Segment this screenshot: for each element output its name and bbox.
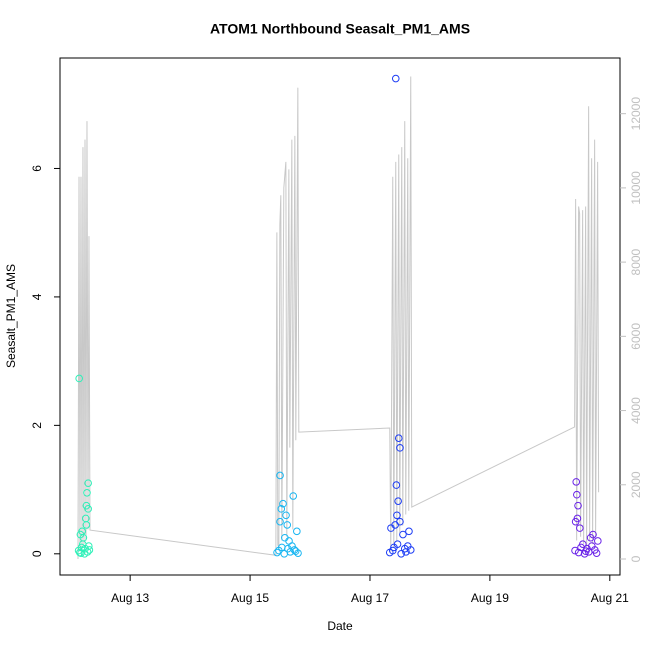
data-point [592, 549, 601, 557]
data-point [391, 74, 400, 83]
y-tick-label: 6 [30, 165, 44, 172]
chart-title: ATOM1 Northbound Seasalt_PM1_AMS [210, 21, 470, 37]
data-point [288, 542, 296, 550]
data-point [571, 546, 579, 555]
x-tick-label: Aug 15 [231, 591, 269, 605]
data-point [576, 524, 584, 532]
data-point [77, 543, 86, 552]
y-tick-label: 0 [30, 550, 44, 557]
data-point [574, 501, 582, 510]
data-point [84, 542, 93, 550]
data-point [571, 517, 580, 526]
data-point [396, 444, 404, 452]
data-point [77, 549, 85, 557]
data-point [273, 548, 281, 557]
data-point [83, 488, 91, 497]
y-tick-label: 4 [30, 293, 44, 300]
data-point [291, 547, 300, 556]
data-point [579, 540, 587, 548]
data-point [387, 524, 395, 532]
x-tick-label: Aug 17 [351, 591, 389, 605]
data-point [388, 546, 397, 555]
data-point [393, 511, 401, 520]
y2-tick-label: 4000 [629, 397, 643, 424]
data-point [582, 547, 590, 556]
data-point [394, 434, 403, 443]
data-point [82, 521, 91, 529]
data-point [293, 527, 301, 536]
data-point [392, 481, 401, 489]
data-point [394, 497, 402, 505]
data-point [75, 374, 83, 383]
data-point [84, 479, 92, 487]
data-point [406, 546, 415, 554]
x-axis-label: Date [327, 619, 353, 633]
data-point [283, 521, 292, 529]
data-point [294, 549, 302, 557]
data-point [282, 511, 290, 520]
data-point [405, 527, 413, 536]
data-point [393, 540, 402, 548]
y2-tick-label: 2000 [629, 471, 643, 498]
y2-tick-label: 8000 [629, 248, 643, 275]
data-point [572, 478, 581, 486]
y2-tick-label: 10000 [629, 171, 643, 205]
data-point [276, 471, 284, 480]
y2-tick-label: 12000 [629, 97, 643, 131]
plot-frame [59, 57, 621, 576]
data-point [399, 530, 407, 539]
data-point [573, 490, 581, 499]
data-point [279, 499, 287, 508]
x-tick-label: Aug 19 [471, 591, 509, 605]
y-tick-label: 2 [30, 422, 44, 429]
x-tick-label: Aug 13 [111, 591, 149, 605]
data-point [276, 517, 284, 526]
data-point [289, 492, 298, 500]
data-point [586, 533, 595, 542]
y2-tick-label: 0 [629, 555, 643, 562]
data-point [594, 537, 602, 545]
data-point [397, 550, 405, 558]
data-point [85, 546, 94, 554]
y2-tick-label: 6000 [629, 323, 643, 350]
altitude-line [77, 76, 600, 560]
data-point [277, 505, 286, 513]
data-point [84, 505, 92, 513]
x-tick-label: Aug 21 [591, 591, 629, 605]
y-axis-label: Seasalt_PM1_AMS [4, 264, 18, 368]
